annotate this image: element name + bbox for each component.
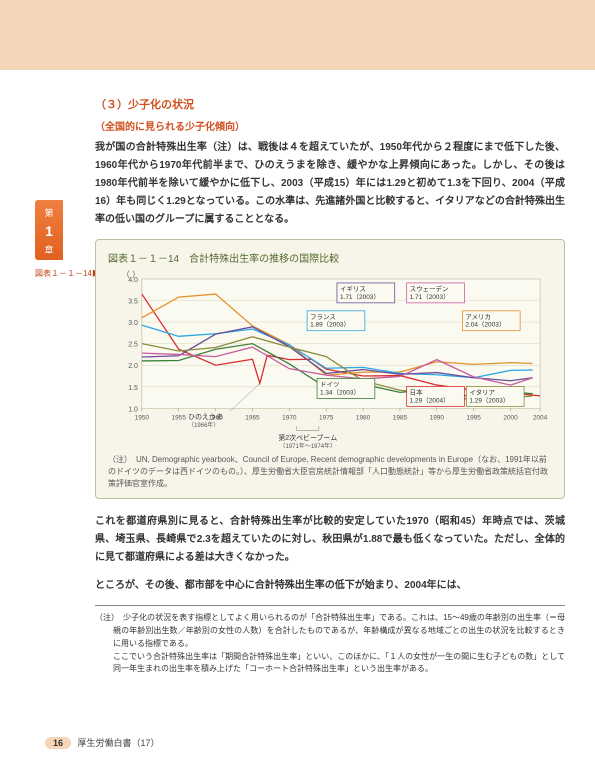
svg-text:4.0: 4.0 bbox=[128, 277, 138, 284]
svg-text:2000: 2000 bbox=[503, 414, 518, 421]
svg-text:2004: 2004 bbox=[533, 414, 548, 421]
svg-text:1985: 1985 bbox=[393, 414, 408, 421]
svg-text:イギリス: イギリス bbox=[340, 285, 366, 293]
svg-text:1995: 1995 bbox=[466, 414, 481, 421]
footnote-box: （注） 少子化の状況を表す指標としてよく用いられるのが「合計特殊出生率」である。… bbox=[95, 605, 565, 676]
svg-text:フランス: フランス bbox=[310, 313, 336, 321]
svg-text:3.0: 3.0 bbox=[128, 320, 138, 327]
svg-text:日本: 日本 bbox=[410, 387, 423, 396]
svg-text:1.34（2003）: 1.34（2003） bbox=[320, 388, 360, 396]
footnote-text: （注） 少子化の状況を表す指標としてよく用いられるのが「合計特殊出生率」である。… bbox=[95, 612, 565, 676]
svg-text:（1971年～1974年）: （1971年～1974年） bbox=[280, 442, 336, 448]
svg-text:1975: 1975 bbox=[319, 414, 334, 421]
section-heading: （３）少子化の状況 bbox=[95, 96, 565, 112]
chapter-number: 1 bbox=[35, 220, 63, 242]
svg-text:1970: 1970 bbox=[282, 414, 297, 421]
svg-text:2.5: 2.5 bbox=[128, 342, 138, 349]
top-band bbox=[0, 0, 595, 70]
paragraph-2: これを都道府県別に見ると、合計特殊出生率が比較的安定していた1970（昭和45）… bbox=[95, 513, 565, 567]
svg-text:ドイツ: ドイツ bbox=[320, 381, 339, 388]
svg-text:1950: 1950 bbox=[135, 414, 150, 421]
chapter-bottom: 章 bbox=[44, 245, 53, 255]
svg-text:3.5: 3.5 bbox=[128, 299, 138, 306]
figure-reference-tag: 図表１－１－14▶ bbox=[35, 268, 100, 279]
svg-text:イタリア: イタリア bbox=[469, 387, 495, 396]
chart-panel: 図表１－１－14 合計特殊出生率の推移の国際比較 （ ）1.01.52.02.5… bbox=[95, 239, 565, 499]
chart-source-note: （注） UN, Demographic yearbook、Council of … bbox=[108, 454, 552, 490]
paragraph-1: 我が国の合計特殊出生率（注）は、戦後は４を超えていたが、1950年代から２程度に… bbox=[95, 139, 565, 229]
svg-text:1.29（2003）: 1.29（2003） bbox=[469, 396, 509, 404]
svg-text:2.0: 2.0 bbox=[128, 363, 138, 370]
svg-text:1.71（2003）: 1.71（2003） bbox=[410, 293, 450, 301]
svg-text:第2次ベビーブーム: 第2次ベビーブーム bbox=[278, 433, 337, 442]
chapter-tab: 第 1 章 bbox=[35, 200, 63, 260]
main-content: （３）少子化の状況 （全国的に見られる少子化傾向） 我が国の合計特殊出生率（注）… bbox=[95, 96, 565, 676]
chapter-top: 第 bbox=[44, 208, 53, 218]
svg-text:1980: 1980 bbox=[356, 414, 371, 421]
svg-text:スウェーデン: スウェーデン bbox=[410, 284, 449, 293]
svg-text:1.71（2003）: 1.71（2003） bbox=[340, 293, 380, 301]
svg-text:1965: 1965 bbox=[245, 414, 260, 421]
footer-title: 厚生労働白書（17） bbox=[78, 738, 160, 748]
svg-text:1.89（2003）: 1.89（2003） bbox=[310, 321, 350, 329]
chart-title: 図表１－１－14 合計特殊出生率の推移の国際比較 bbox=[108, 250, 552, 265]
svg-text:（1966年）: （1966年） bbox=[188, 421, 219, 429]
page-number: 16 bbox=[45, 737, 71, 749]
svg-text:1.29（2004）: 1.29（2004） bbox=[410, 396, 450, 404]
section-subheading: （全国的に見られる少子化傾向） bbox=[95, 118, 565, 133]
svg-text:1955: 1955 bbox=[172, 414, 187, 421]
svg-text:1990: 1990 bbox=[430, 414, 445, 421]
paragraph-3: ところが、その後、都市部を中心に合計特殊出生率の低下が始まり、2004年には、 bbox=[95, 577, 565, 595]
svg-text:ひのえうま: ひのえうま bbox=[188, 413, 223, 421]
page-footer: 16 厚生労働白書（17） bbox=[45, 736, 160, 749]
svg-text:アメリカ: アメリカ bbox=[465, 313, 491, 321]
fertility-rate-chart: （ ）1.01.52.02.53.03.54.01950195519601965… bbox=[108, 269, 552, 448]
svg-text:1.0: 1.0 bbox=[128, 406, 138, 413]
svg-text:2.04（2003）: 2.04（2003） bbox=[465, 321, 505, 329]
svg-text:1.5: 1.5 bbox=[128, 385, 138, 392]
